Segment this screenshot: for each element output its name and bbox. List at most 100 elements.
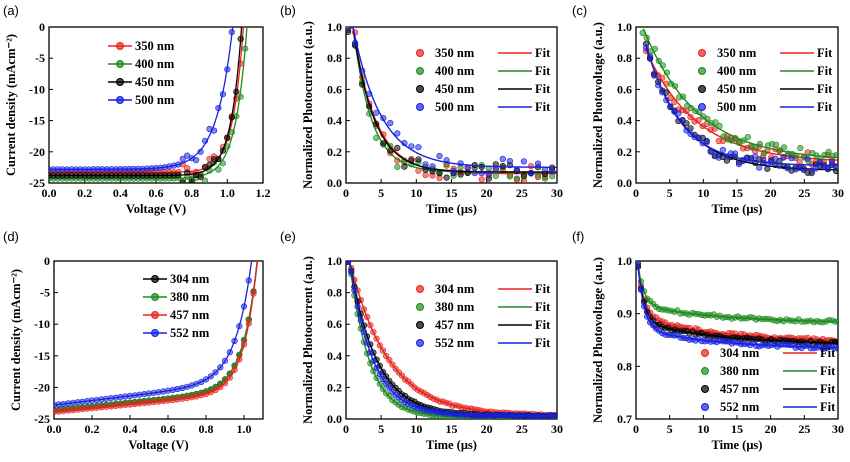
y-tick-label: 0.8 — [327, 286, 342, 300]
data-point — [251, 243, 257, 249]
x-tick-label: 0.0 — [47, 422, 62, 436]
data-point — [478, 170, 485, 177]
x-axis-label: Time (μs) — [426, 438, 477, 452]
data-point — [788, 155, 795, 162]
data-point — [422, 161, 429, 168]
x-tick-label: 10 — [410, 422, 422, 436]
legend: 304 nm Fit 380 nm Fit 457 nm Fit 552 nm Fit — [701, 346, 836, 414]
x-tick-label: 5 — [667, 422, 673, 436]
series-380-nm — [636, 262, 838, 326]
legend-marker — [701, 349, 709, 357]
data-point — [387, 119, 394, 127]
x-tick-label: 25 — [798, 422, 810, 436]
data-point — [747, 156, 755, 163]
y-tick-label: 0.4 — [327, 349, 342, 363]
panel-c: (c) 0 5 10 15 20 25 30 0.0 0.2 0.4 0.6 0.8 1.0 Time (μ… — [572, 3, 844, 216]
panel-tag: (e) — [280, 229, 296, 244]
legend-marker — [416, 285, 424, 293]
data-point — [373, 335, 380, 342]
legend-entry-350-nm: 350 nm — [108, 39, 175, 53]
data-point — [184, 152, 191, 159]
legend-label: 457 nm — [720, 382, 760, 396]
y-tick-label: 1.0 — [617, 254, 632, 268]
y-tick-label: 0.6 — [327, 82, 342, 96]
data-point — [780, 144, 788, 151]
data-point — [364, 339, 371, 347]
data-point — [401, 163, 408, 170]
series-500-nm — [49, 27, 235, 173]
legend-entry-350-nm: 350 nm Fit — [416, 46, 551, 60]
data-point — [387, 147, 394, 154]
data-point — [687, 130, 694, 137]
x-tick-label: 15 — [446, 186, 458, 200]
panel-tag: (c) — [572, 3, 587, 18]
x-axis-label: Time (μs) — [712, 438, 763, 452]
y-tick-label: 0.6 — [327, 317, 342, 331]
data-point — [408, 157, 415, 164]
series-450-nm — [49, 27, 244, 183]
x-tick-label: 25 — [516, 186, 528, 200]
data-point — [179, 179, 186, 183]
legend-entry-400-nm: 400 nm — [108, 57, 175, 71]
data-point — [659, 74, 666, 81]
axes-frame — [53, 260, 264, 420]
data-point — [485, 175, 492, 182]
data-point — [833, 151, 838, 158]
data-point — [210, 127, 218, 134]
legend-marker — [698, 49, 706, 57]
y-axis-label: Normalized Photocurrent (a.u.) — [301, 256, 315, 424]
data-point — [364, 313, 371, 321]
legend-marker — [416, 67, 424, 75]
legend-marker — [151, 311, 159, 319]
data-point — [553, 413, 557, 419]
x-tick-label: 0 — [343, 422, 349, 436]
x-tick-label: 0.4 — [113, 186, 128, 200]
data-point — [373, 109, 380, 116]
panel-f: (f) 0 5 10 15 20 25 30 0.7 0.8 0.9 1.0 Time (μs) Norm… — [572, 229, 844, 452]
data-point — [443, 174, 450, 181]
data-point — [217, 384, 224, 391]
legend-fit-label: Fit — [535, 46, 551, 60]
x-tick-label: 30 — [551, 186, 563, 200]
data-point — [383, 352, 390, 360]
data-point — [250, 290, 257, 297]
legend-marker — [151, 275, 159, 283]
data-point — [695, 134, 702, 141]
data-point — [237, 35, 244, 43]
data-point — [768, 158, 775, 166]
y-tick-label: 0.0 — [327, 412, 342, 426]
data-point — [215, 156, 222, 163]
legend-entry-500-nm: 500 nm — [108, 93, 175, 107]
data-point — [231, 367, 238, 374]
data-point — [731, 150, 739, 157]
data-point — [240, 341, 248, 348]
data-point — [520, 158, 528, 165]
legend-fit-label: Fit — [817, 64, 833, 78]
data-point — [643, 34, 650, 41]
data-point — [394, 163, 401, 170]
y-tick-label: -5 — [40, 286, 50, 300]
y-axis-label: Normalized Photovoltage (a.u.) — [591, 257, 605, 423]
legend-entry-457-nm: 457 nm — [143, 308, 210, 322]
x-tick-label: 0.8 — [199, 422, 214, 436]
data-point — [548, 168, 556, 175]
data-point — [231, 337, 238, 345]
data-point — [687, 113, 694, 121]
panel-tag: (b) — [280, 3, 296, 18]
legend-marker — [116, 42, 124, 50]
data-point — [202, 376, 210, 383]
legend-label: 350 nm — [435, 46, 475, 60]
data-point — [756, 140, 764, 147]
data-point — [703, 139, 710, 146]
legend-fit-label: Fit — [817, 46, 833, 60]
data-point — [716, 122, 723, 130]
data-point — [367, 322, 374, 329]
data-point — [636, 261, 642, 267]
data-point — [422, 172, 429, 179]
data-point — [175, 172, 182, 179]
data-point — [499, 155, 506, 163]
data-point — [671, 98, 678, 106]
data-point — [492, 172, 499, 179]
data-point — [240, 303, 248, 310]
